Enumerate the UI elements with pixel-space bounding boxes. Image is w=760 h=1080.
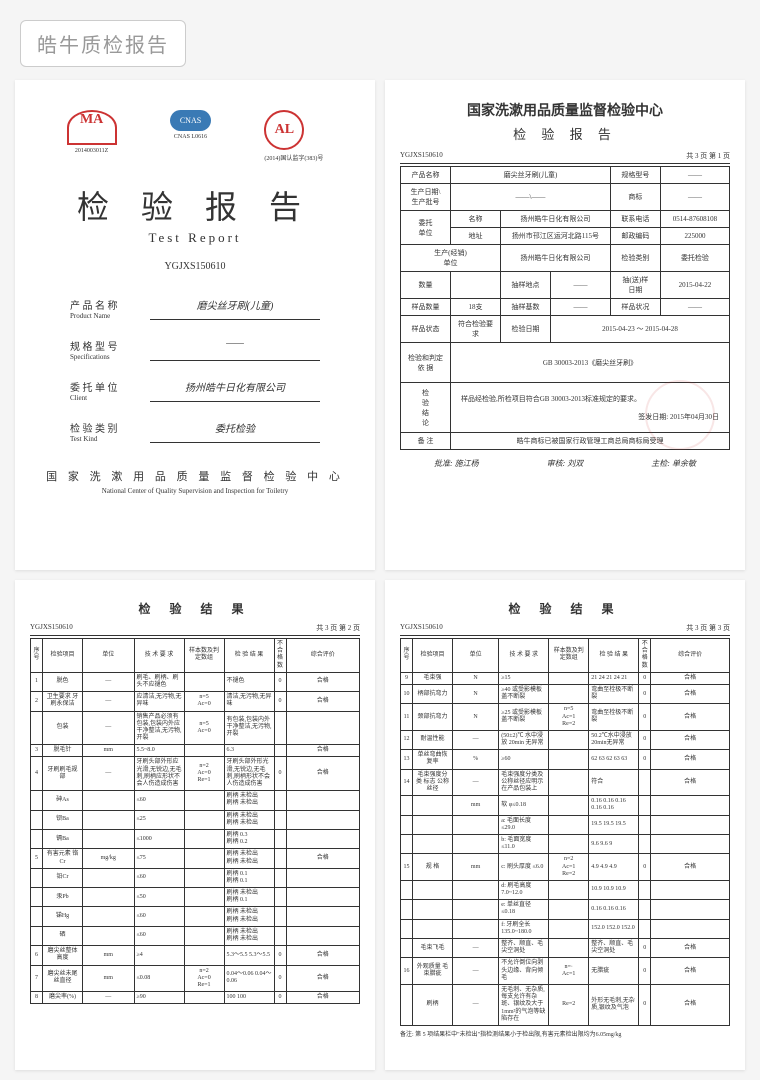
doc-results-a: 检 验 结 果 YGJXS150610共 3 页 第 2 页 序号检验项目单位技… [15, 580, 375, 1070]
stamp-icon [645, 380, 715, 450]
field-value: 委托检验 [150, 420, 320, 443]
header-badge: 皓牛质检报告 [20, 20, 186, 67]
cover-fields: 产 品 名 称Product Name磨尖丝牙刷(儿童)规 格 型 号Speci… [40, 297, 350, 443]
field-label: 产 品 名 称Product Name [70, 297, 150, 320]
summary-subtitle: 检 验 报 告 [400, 124, 730, 143]
results-a-codebar: YGJXS150610共 3 页 第 2 页 [30, 623, 360, 636]
logo-row: MA 2014003011Z CNAS CNAS L0616 AL (2014)… [40, 110, 350, 162]
logo-al: AL (2014)国认监字(383)号 [264, 110, 323, 162]
results-b-codebar: YGJXS150610共 3 页 第 3 页 [400, 623, 730, 636]
summary-title: 国家洗漱用品质量监督检验中心 [400, 100, 730, 120]
logo-ma: MA 2014003011Z [67, 110, 117, 162]
field-value: 磨尖丝牙刷(儿童) [150, 297, 320, 320]
cover-title: 检 验 报 告 [40, 182, 350, 228]
cover-footer-en: National Center of Quality Supervision a… [40, 487, 350, 495]
doc-results-b: 检 验 结 果 YGJXS150610共 3 页 第 3 页 序号检验项目单位技… [385, 580, 745, 1070]
results-b-table: 序号检验项目单位技 术 要 求样本数及判定数组检 验 结 果不合格数综合评价9毛… [400, 638, 730, 1026]
cover-code: YGJXS150610 [40, 261, 350, 272]
results-b-note: 备注: 第 5 项结果栏中"未检出"指检测结果小于检出限,有害元素检出限均为6.… [400, 1029, 730, 1038]
field-value: —— [150, 338, 320, 361]
signature-row: 批准: 施江杨审核: 刘双主检: 单余敏 [400, 458, 730, 469]
summary-codebar: YGJXS150610共 3 页 第 1 页 [400, 151, 730, 164]
results-a-table: 序号检验项目单位技 术 要 求样本数及判定数组检 验 结 果不合格数综合评价1脱… [30, 638, 360, 1004]
results-a-title: 检 验 结 果 [30, 600, 360, 617]
field-label: 委 托 单 位Client [70, 379, 150, 402]
doc-summary: 国家洗漱用品质量监督检验中心 检 验 报 告 YGJXS150610共 3 页 … [385, 80, 745, 570]
doc-cover: MA 2014003011Z CNAS CNAS L0616 AL (2014)… [15, 80, 375, 570]
field-label: 检 验 类 别Test Kind [70, 420, 150, 443]
field-value: 扬州皓牛日化有限公司 [150, 379, 320, 402]
logo-cnas: CNAS CNAS L0616 [170, 110, 211, 162]
cover-title-en: Test Report [40, 230, 350, 246]
results-b-title: 检 验 结 果 [400, 600, 730, 617]
field-label: 规 格 型 号Specifications [70, 338, 150, 361]
cover-footer: 国 家 洗 漱 用 品 质 量 监 督 检 验 中 心 [40, 468, 350, 484]
